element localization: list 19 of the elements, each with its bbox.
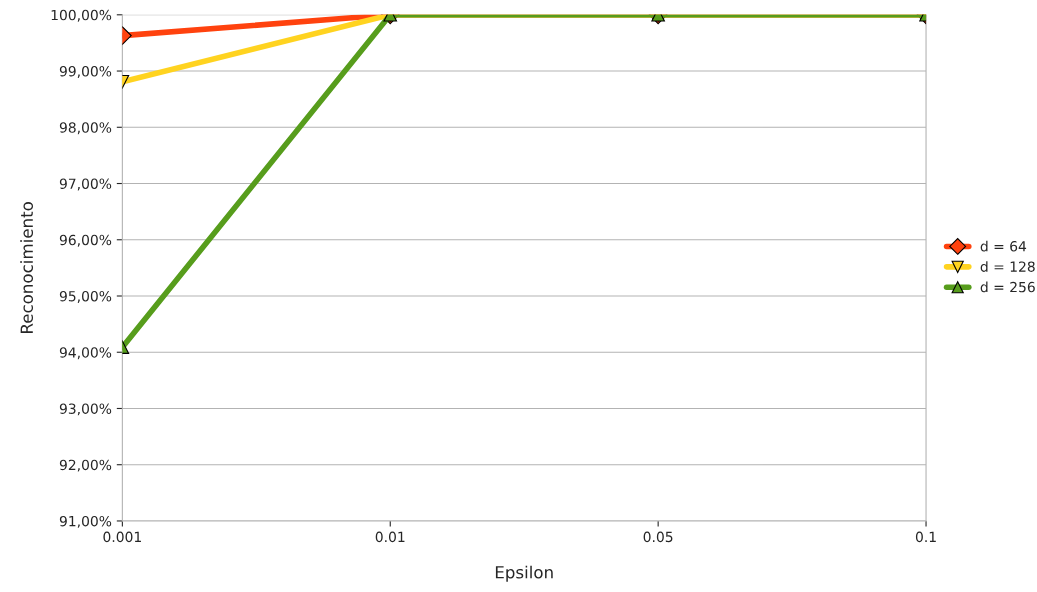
- y-tick-label: 97,00%: [59, 178, 112, 191]
- y-tick-label: 93,00%: [59, 403, 112, 416]
- y-tick-label: 91,00%: [59, 515, 112, 528]
- legend-label: d = 256: [980, 281, 1035, 293]
- y-tick-label: 95,00%: [59, 290, 112, 303]
- y-tick-label: 92,00%: [59, 459, 112, 472]
- y-tick-label: 96,00%: [59, 234, 112, 247]
- x-axis-title: Epsilon: [495, 565, 553, 582]
- x-tick-label: 0.001: [103, 531, 141, 543]
- y-tick-label: 98,00%: [59, 122, 112, 135]
- legend-label: d = 64: [980, 240, 1027, 252]
- legend-label: d = 128: [980, 261, 1035, 272]
- y-axis-title: Reconocimiento: [20, 202, 34, 333]
- x-tick-label: 0.1: [915, 531, 936, 543]
- x-tick-label: 0.05: [643, 531, 673, 543]
- x-tick-label: 0.01: [375, 531, 405, 543]
- y-tick-label: 100,00%: [51, 9, 112, 22]
- y-tick-label: 99,00%: [59, 66, 112, 78]
- y-tick-label: 94,00%: [59, 347, 112, 360]
